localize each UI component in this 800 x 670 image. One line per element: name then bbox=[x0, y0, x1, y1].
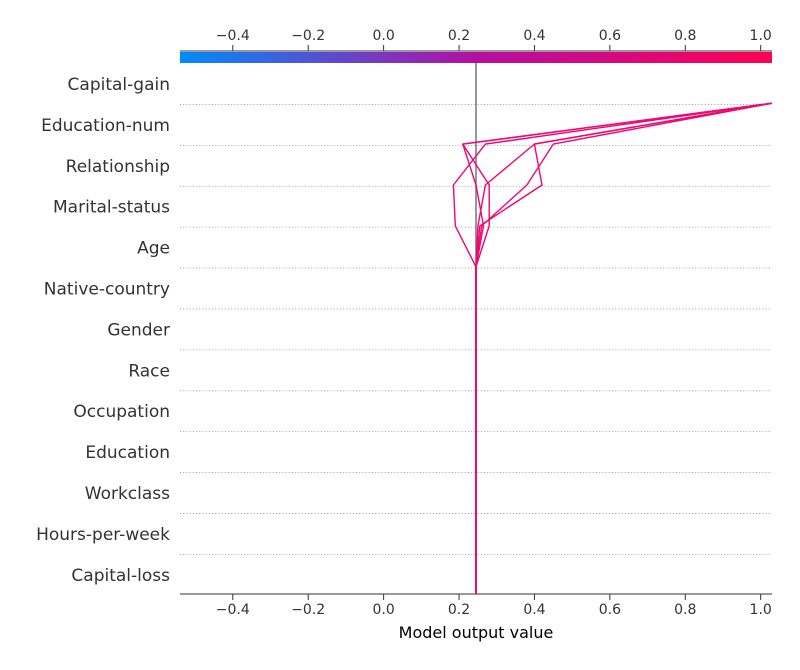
bottom-tick-label: 0.6 bbox=[599, 602, 621, 618]
bottom-tick-label: −0.4 bbox=[216, 602, 250, 618]
top-tick-label: 0.2 bbox=[448, 28, 470, 44]
feature-label: Age bbox=[137, 239, 170, 259]
x-axis-title: Model output value bbox=[399, 623, 554, 642]
feature-label: Education-num bbox=[41, 116, 170, 136]
top-tick-label: −0.2 bbox=[291, 28, 325, 44]
top-tick-label: −0.4 bbox=[216, 28, 250, 44]
feature-label: Occupation bbox=[73, 402, 170, 422]
top-tick-label: 0.6 bbox=[599, 28, 621, 44]
top-tick-label: 1.0 bbox=[750, 28, 772, 44]
feature-label: Native-country bbox=[44, 280, 170, 300]
bottom-axis-ticks: −0.4 −0.2 0.0 0.2 0.4 0.6 0.8 1.0 bbox=[216, 594, 772, 618]
feature-label: Capital-loss bbox=[71, 566, 170, 586]
feature-label: Education bbox=[85, 443, 170, 463]
feature-label: Marital-status bbox=[53, 198, 170, 218]
decision-line bbox=[475, 102, 773, 594]
top-tick-label: 0.0 bbox=[372, 28, 394, 44]
bottom-tick-label: 1.0 bbox=[750, 602, 772, 618]
decision-line bbox=[452, 102, 773, 594]
bottom-tick-label: 0.0 bbox=[372, 602, 394, 618]
gridlines bbox=[180, 104, 772, 555]
feature-label: Relationship bbox=[66, 157, 170, 177]
decision-lines bbox=[452, 102, 773, 594]
bottom-tick-label: −0.2 bbox=[291, 602, 325, 618]
top-tick-label: 0.8 bbox=[674, 28, 696, 44]
decision-line bbox=[462, 102, 773, 594]
bottom-tick-label: 0.2 bbox=[448, 602, 470, 618]
bottom-tick-label: 0.4 bbox=[523, 602, 545, 618]
feature-label: Hours-per-week bbox=[36, 525, 170, 545]
decision-line bbox=[462, 102, 773, 594]
colorbar bbox=[180, 52, 772, 63]
feature-label: Race bbox=[128, 361, 170, 381]
top-axis-ticks: −0.4 −0.2 0.0 0.2 0.4 0.6 0.8 1.0 bbox=[216, 28, 772, 51]
feature-label: Gender bbox=[107, 320, 170, 340]
decision-line bbox=[475, 102, 773, 594]
decision-line bbox=[475, 102, 773, 594]
feature-label: Capital-gain bbox=[68, 75, 170, 95]
bottom-tick-label: 0.8 bbox=[674, 602, 696, 618]
feature-label: Workclass bbox=[85, 484, 170, 504]
top-tick-label: 0.4 bbox=[523, 28, 545, 44]
feature-labels: Capital-gain Education-num Relationship Mar… bbox=[36, 75, 170, 586]
